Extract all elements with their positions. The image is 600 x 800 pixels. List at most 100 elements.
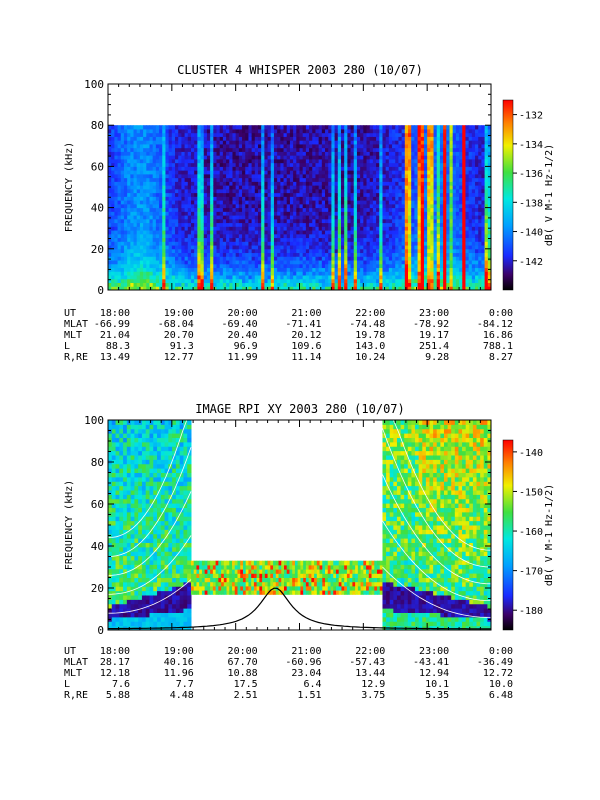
spectrogram-cell — [123, 211, 128, 216]
spectrogram-cell — [190, 252, 195, 257]
spectrogram-cell — [194, 260, 198, 265]
spectrogram-cell — [452, 155, 457, 160]
spectrogram-cell — [347, 140, 352, 145]
spectrogram-cell — [337, 177, 342, 182]
spectrogram-cell — [360, 275, 364, 280]
spectrogram-cell — [423, 215, 428, 220]
spectrogram-cell — [309, 218, 313, 224]
spectrogram-cell — [408, 241, 412, 246]
spectrogram-cell — [309, 233, 313, 239]
spectrogram-cell — [165, 200, 170, 205]
spectrogram-cell — [366, 241, 371, 246]
spectrogram-cell — [261, 185, 265, 190]
spectrogram-cell — [175, 170, 179, 175]
spectrogram-cell — [356, 211, 361, 216]
spectrogram-cell — [235, 271, 240, 276]
spectrogram-cell — [331, 271, 336, 276]
spectrogram-cell — [108, 260, 112, 265]
spectrogram-cell — [465, 125, 470, 130]
spectrogram-cell — [398, 170, 403, 175]
spectrogram-cell — [245, 245, 249, 250]
spectrogram-cell — [258, 218, 262, 224]
spectrogram-cell — [331, 143, 336, 149]
spectrogram-cell — [379, 263, 383, 269]
spectrogram-cell — [162, 151, 166, 156]
spectrogram-cell — [309, 185, 313, 190]
spectrogram-cell — [254, 181, 259, 186]
spectrogram-cell — [344, 143, 348, 149]
spectrogram-cell — [417, 237, 422, 242]
spectrogram-cell — [139, 218, 144, 224]
spectrogram-cell — [127, 271, 131, 276]
spectrogram-cell — [340, 260, 345, 265]
spectrogram-cell — [372, 158, 377, 164]
spectrogram-cell — [226, 181, 230, 186]
spectrogram-cell — [414, 226, 419, 231]
spectrogram-cell — [280, 233, 285, 239]
spectrogram-cell — [392, 147, 396, 152]
spectrogram-cell — [178, 177, 182, 182]
spectrogram-cell — [280, 275, 285, 280]
spectrogram-cell — [130, 286, 135, 291]
spectrogram-cell — [270, 237, 275, 242]
spectrogram-cell — [203, 143, 208, 149]
spectrogram-cell — [385, 140, 390, 145]
spectrogram-cell — [388, 196, 393, 201]
spectrogram-cell — [261, 203, 265, 209]
spectrogram-cell — [379, 173, 383, 179]
spectrogram-cell — [258, 166, 262, 171]
spectrogram-cell — [264, 203, 269, 209]
spectrogram-cell — [286, 185, 291, 190]
spectrogram-cell — [430, 241, 435, 246]
spectrogram-cell — [130, 230, 135, 235]
spectrogram-cell — [219, 230, 224, 235]
spectrogram-cell — [372, 230, 377, 235]
spectrogram-cell — [117, 230, 122, 235]
spectrogram-cell — [203, 200, 208, 205]
spectrogram-cell — [318, 173, 323, 179]
spectrogram-cell — [286, 218, 291, 224]
spectrogram-cell — [152, 207, 157, 212]
spectrogram-cell — [385, 218, 390, 224]
spectrogram-cell — [404, 271, 409, 276]
spectrogram-cell — [194, 181, 198, 186]
spectrogram-cell — [120, 147, 125, 152]
spectrogram-cell — [226, 151, 230, 156]
spectrogram-cell — [360, 207, 364, 212]
spectrogram-cell — [235, 237, 240, 242]
spectrogram-cell — [309, 166, 313, 171]
spectrogram-cell — [455, 241, 460, 246]
spectrogram-cell — [187, 196, 192, 201]
spectrogram-cell — [427, 237, 431, 242]
spectrogram-cell — [459, 248, 463, 254]
spectrogram-cell — [120, 155, 125, 160]
spectrogram-cell — [372, 252, 377, 257]
spectrogram-cell — [376, 132, 380, 137]
spectrogram-cell — [449, 185, 454, 190]
spectrogram-cell — [452, 136, 457, 141]
spectrogram-cell — [372, 136, 377, 141]
spectrogram-cell — [171, 170, 176, 175]
spectrogram-cell — [197, 215, 202, 220]
spectrogram-cell — [184, 218, 189, 224]
spectrogram-cell — [465, 207, 470, 212]
spectrogram-cell — [175, 132, 179, 137]
spectrogram-cell — [261, 278, 265, 284]
spectrogram-cell — [190, 151, 195, 156]
spectrogram-cell — [312, 132, 316, 137]
spectrogram-cell — [459, 196, 463, 201]
spectrogram-cell — [280, 136, 285, 141]
spectrogram-cell — [175, 125, 179, 130]
spectrogram-cell — [222, 248, 227, 254]
spectrogram-cell — [155, 218, 160, 224]
spectrogram-cell — [267, 271, 272, 276]
spectrogram-cell — [258, 147, 262, 152]
spectrogram-cell — [363, 151, 368, 156]
spectrogram-cell — [261, 177, 265, 182]
spectrogram-cell — [155, 222, 160, 227]
spectrogram-cell — [143, 177, 147, 182]
spectrogram-cell — [427, 245, 431, 250]
spectrogram-cell — [423, 211, 428, 216]
spectrogram-cell — [184, 181, 189, 186]
spectrogram-cell — [267, 162, 272, 167]
